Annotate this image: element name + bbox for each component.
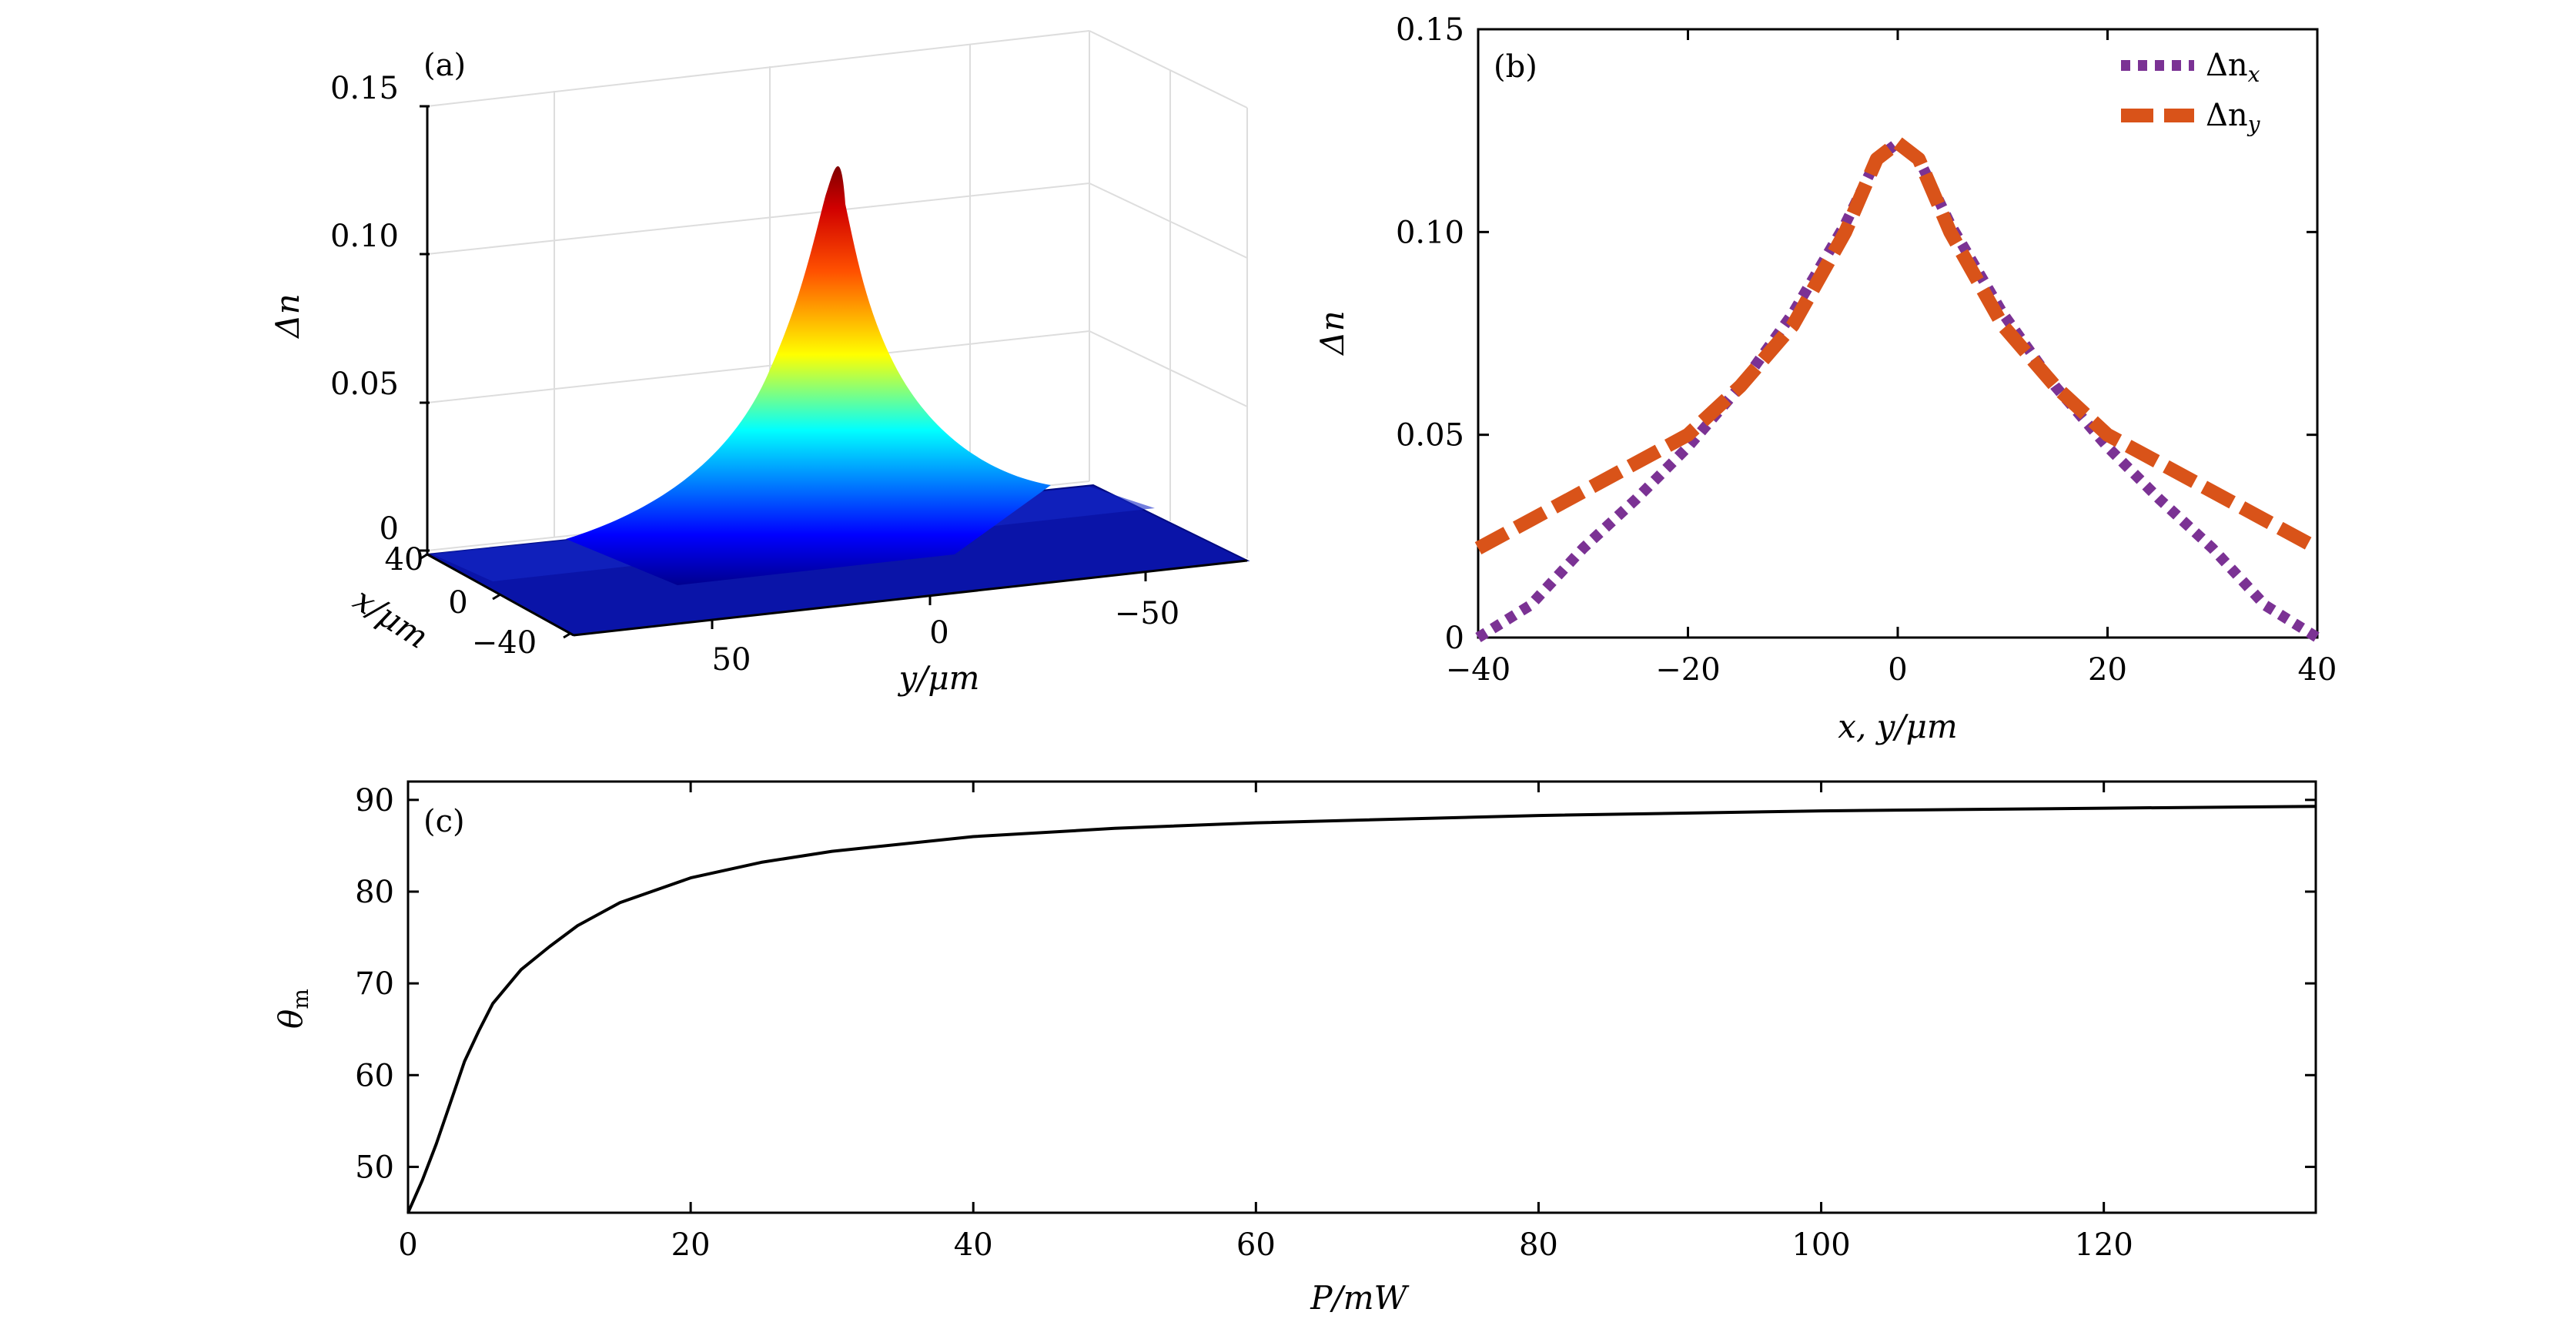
y-tick-label: 80 bbox=[355, 875, 394, 910]
panel-label: (b) bbox=[1494, 49, 1537, 85]
legend-base: Δn bbox=[2206, 48, 2248, 83]
panel-a-grid bbox=[427, 30, 1248, 558]
surface-peak bbox=[566, 166, 1051, 585]
y-tick-label: 50 bbox=[355, 1150, 394, 1185]
y-axis-label: θm bbox=[272, 989, 313, 1029]
x-tick-label: 0 bbox=[448, 585, 467, 621]
x-tick-label: 100 bbox=[1791, 1227, 1850, 1263]
y-label-sub: m bbox=[288, 989, 313, 1009]
x-tick-label: −40 bbox=[1446, 652, 1510, 688]
y-tick-label: 0.05 bbox=[1396, 418, 1464, 454]
y-axis-label: y/μm bbox=[898, 659, 980, 697]
y-tick-label: 0 bbox=[929, 615, 948, 651]
panel-b-legend: Δnx Δny bbox=[2121, 48, 2261, 137]
y-tick-label: 0 bbox=[1445, 621, 1464, 656]
panel-c-plot-area: 0 20 40 60 80 100 120 50 60 70 80 90 bbox=[355, 782, 2317, 1263]
x-tick-label: 60 bbox=[1236, 1227, 1276, 1263]
z-tick-label: 0.10 bbox=[330, 219, 399, 254]
y-tick-label: 60 bbox=[355, 1058, 394, 1093]
legend-label-dn-x: Δnx bbox=[2206, 48, 2260, 87]
z-axis-label: Δn bbox=[269, 293, 306, 339]
x-tick-label: 40 bbox=[954, 1227, 993, 1263]
z-tick-label: 0.15 bbox=[330, 71, 399, 106]
y-tick-label: 0.15 bbox=[1396, 12, 1464, 48]
panel-a-xy-axes bbox=[419, 553, 1248, 639]
panel-b-plot-area: −40 −20 0 20 40 0 0.05 0.10 0.15 bbox=[1396, 12, 2337, 688]
x-tick-label: 40 bbox=[2298, 652, 2337, 688]
legend-base: Δn bbox=[2206, 98, 2248, 133]
y-tick-label: −50 bbox=[1115, 596, 1179, 631]
legend-label-dn-y: Δny bbox=[2206, 98, 2261, 137]
panel-a: 0.15 0.10 0.05 0 Δn 40 0 −40 x/μm 50 0 −… bbox=[269, 30, 1250, 697]
panel-c: 0 20 40 60 80 100 120 50 60 70 80 90 (c) P/mW θm bbox=[272, 780, 2317, 1317]
y-tick-label: 70 bbox=[355, 966, 394, 1002]
y-label-base: θ bbox=[272, 1009, 309, 1029]
x-axis-label: x, y/μm bbox=[1838, 708, 1957, 745]
x-tick-label: 20 bbox=[2088, 652, 2127, 688]
z-tick-label: 0 bbox=[380, 511, 399, 547]
legend-sub: x bbox=[2248, 62, 2260, 87]
x-tick-label: 120 bbox=[2074, 1227, 2133, 1263]
x-tick-label: 0 bbox=[1888, 652, 1907, 688]
panel-c-frame bbox=[406, 780, 2317, 1214]
series-line-0 bbox=[406, 805, 2317, 1214]
x-tick-label: −40 bbox=[472, 625, 537, 661]
series-line-1 bbox=[1474, 136, 2321, 555]
panel-a-z-axis bbox=[420, 105, 430, 554]
y-tick-label: 0.10 bbox=[1396, 215, 1464, 250]
x-tick-label: 40 bbox=[385, 542, 424, 577]
panel-label: (c) bbox=[423, 804, 465, 839]
x-axis-label: P/mW bbox=[1310, 1279, 1410, 1317]
z-tick-label: 0.05 bbox=[330, 367, 399, 402]
x-tick-label: −20 bbox=[1655, 652, 1720, 688]
y-axis-label: Δn bbox=[1313, 310, 1351, 356]
legend-sub: y bbox=[2246, 112, 2261, 137]
panel-label: (a) bbox=[423, 48, 466, 83]
y-tick-label: 50 bbox=[712, 642, 751, 678]
x-tick-label: 20 bbox=[671, 1227, 711, 1263]
x-tick-label: 0 bbox=[398, 1227, 417, 1263]
x-tick-label: 80 bbox=[1519, 1227, 1558, 1263]
series-line-0 bbox=[1475, 137, 2320, 642]
y-tick-label: 90 bbox=[355, 783, 394, 819]
x-axis-label: x/μm bbox=[347, 581, 436, 656]
